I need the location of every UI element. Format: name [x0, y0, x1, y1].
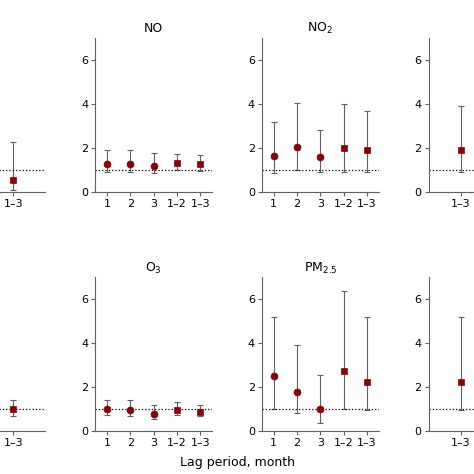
- Title: O$_3$: O$_3$: [145, 261, 162, 275]
- Title: NO$_2$: NO$_2$: [308, 21, 333, 36]
- Text: Lag period, month: Lag period, month: [180, 456, 294, 469]
- Title: PM$_{2.5}$: PM$_{2.5}$: [303, 261, 337, 275]
- Title: NO: NO: [144, 22, 163, 36]
